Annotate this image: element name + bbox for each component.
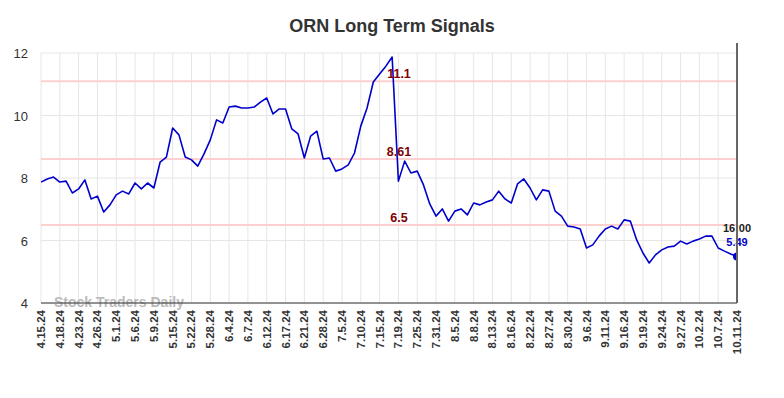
x-grid-line (642, 53, 643, 303)
y-grid-line (41, 303, 737, 304)
x-grid-line (699, 53, 700, 303)
x-tick-label: 6.12.24 (261, 309, 273, 348)
grid (41, 53, 737, 303)
y-grid-line (41, 240, 737, 241)
x-grid-line (78, 53, 79, 303)
x-tick-label: 8.16.24 (505, 309, 517, 348)
x-tick-label: 4.18.24 (54, 309, 66, 348)
x-grid-line (135, 53, 136, 303)
x-tick-label: 8.13.24 (486, 309, 498, 348)
y-tick-label: 12 (14, 46, 28, 61)
x-tick-label: 4.23.24 (73, 309, 85, 348)
x-tick-label: 9.6.24 (581, 309, 593, 342)
x-tick-label: 8.5.24 (449, 309, 461, 342)
x-grid-line (492, 53, 493, 303)
x-grid-line (341, 53, 342, 303)
title: ORN Long Term Signals (289, 16, 495, 36)
x-grid-line (247, 53, 248, 303)
x-grid-line (304, 53, 305, 303)
x-tick-label: 7.19.24 (392, 309, 404, 348)
x-grid-line (116, 53, 117, 303)
x-tick-label: 5.9.24 (148, 309, 160, 342)
x-grid-line (285, 53, 286, 303)
x-grid-line (436, 53, 437, 303)
x-grid-line (548, 53, 549, 303)
right-edge (736, 43, 738, 303)
x-grid-line (360, 53, 361, 303)
x-tick-label: 9.19.24 (637, 309, 649, 348)
x-grid-line (473, 53, 474, 303)
x-tick-label: 9.24.24 (656, 309, 668, 348)
x-tick-label: 7.31.24 (430, 309, 442, 348)
signal-label: 11.1 (387, 67, 411, 81)
x-tick-label: 5.15.24 (167, 309, 179, 348)
x-grid-line (718, 53, 719, 303)
x-grid-line (586, 53, 587, 303)
x-tick-label: 6.7.24 (242, 309, 254, 342)
x-grid-line (661, 53, 662, 303)
x-tick-label: 6.21.24 (298, 309, 310, 348)
y-grid-line (41, 178, 737, 179)
x-tick-label: 9.27.24 (675, 309, 687, 348)
x-grid-line (172, 53, 173, 303)
x-grid-line (605, 53, 606, 303)
chart: ORN Long Term Signals 4 6 8 10 12 4.15.24 4.18.… (0, 0, 784, 398)
x-grid-line (153, 53, 154, 303)
x-tick-label: 10.11.24 (731, 309, 743, 354)
x-tick-label: 10.7.24 (712, 309, 724, 348)
x-tick-label: 7.10.24 (355, 309, 367, 348)
x-grid-line (417, 53, 418, 303)
x-grid-line (229, 53, 230, 303)
signal-lines (41, 81, 737, 225)
signal-label: 8.61 (387, 145, 411, 159)
x-tick-label: 8.22.24 (524, 309, 536, 348)
x-grid-line (323, 53, 324, 303)
x-tick-label: 6.17.24 (280, 309, 292, 348)
x-tick-label: 8.8.24 (468, 309, 480, 342)
watermark: Stock Traders Daily (54, 294, 184, 310)
x-grid-line (59, 53, 60, 303)
x-grid-line (41, 53, 42, 303)
x-grid-line (511, 53, 512, 303)
x-tick-label: 4.15.24 (35, 309, 47, 348)
x-tick-label: 5.6.24 (129, 309, 141, 342)
x-grid-line (567, 53, 568, 303)
x-tick-label: 10.2.24 (693, 309, 705, 348)
x-tick-label: 6.4.24 (223, 309, 235, 342)
x-grid-line (624, 53, 625, 303)
x-tick-label: 5.22.24 (185, 309, 197, 348)
x-grid-line (210, 53, 211, 303)
x-tick-label: 4.26.24 (91, 309, 103, 348)
y-tick-label: 8 (21, 171, 28, 186)
y-tick-label: 6 (21, 234, 28, 249)
x-grid-line (97, 53, 98, 303)
plot (41, 57, 737, 263)
x-grid-line (680, 53, 681, 303)
x-tick-label: 5.1.24 (110, 309, 122, 342)
x-tick-label: 7.25.24 (411, 309, 423, 348)
x-grid-line (379, 53, 380, 303)
y-grid-line (41, 115, 737, 116)
y-tick-label: 10 (14, 109, 28, 124)
x-tick-label: 9.11.24 (599, 309, 611, 347)
y-tick-label: 4 (21, 296, 28, 311)
x-tick-label: 9.16.24 (618, 309, 630, 348)
price-line (41, 57, 737, 263)
x-tick-label: 7.5.24 (336, 309, 348, 342)
y-grid-line (41, 53, 737, 54)
x-tick-label: 5.28.24 (204, 309, 216, 348)
x-tick-label: 6.28.24 (317, 309, 329, 348)
x-tick-label: 7.15.24 (374, 309, 386, 348)
signal-label: 6.5 (390, 211, 407, 225)
x-tick-label: 8.30.24 (562, 309, 574, 348)
x-axis (41, 303, 737, 304)
x-grid-line (266, 53, 267, 303)
x-tick-label: 8.27.24 (543, 309, 555, 348)
x-grid-line (530, 53, 531, 303)
x-grid-line (191, 53, 192, 303)
x-grid-line (454, 53, 455, 303)
